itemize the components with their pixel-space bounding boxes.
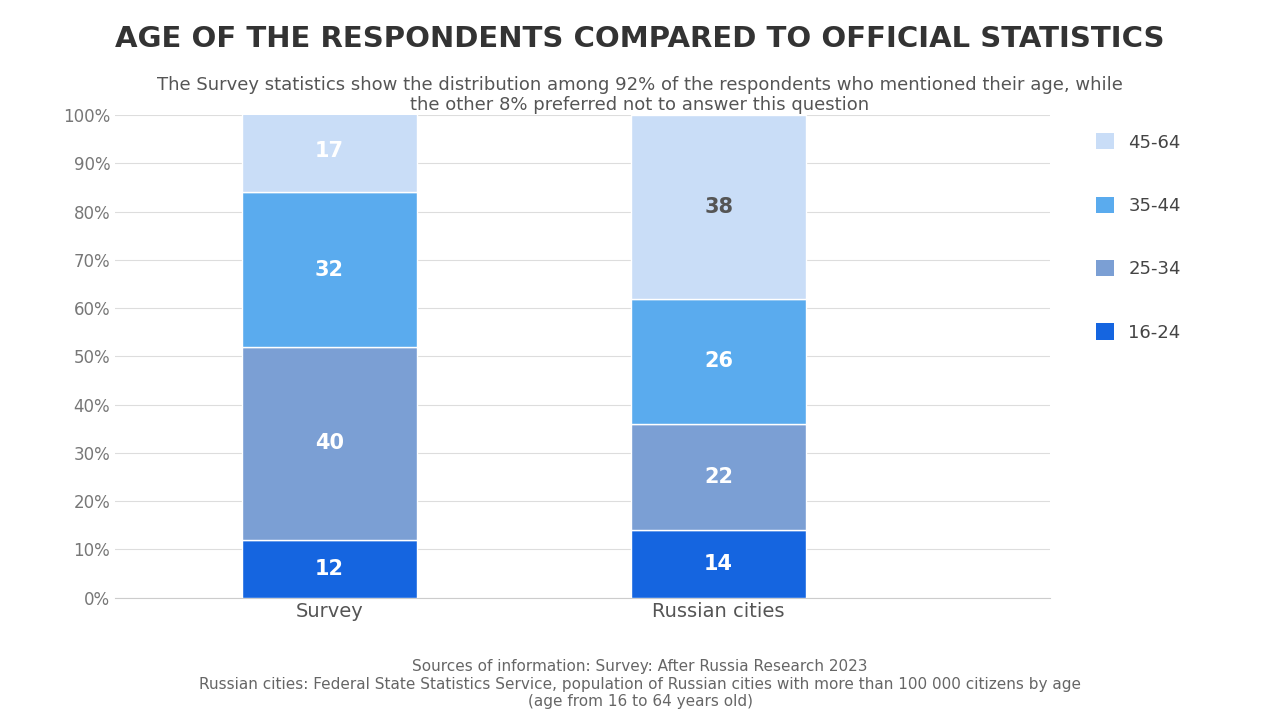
Text: 26: 26 <box>704 351 733 372</box>
Text: 40: 40 <box>315 433 344 453</box>
Text: 32: 32 <box>315 260 344 279</box>
Text: 12: 12 <box>315 559 344 579</box>
Bar <box>242 540 417 598</box>
Text: 14: 14 <box>704 554 733 574</box>
Bar <box>631 115 806 299</box>
Bar <box>631 424 806 530</box>
Bar <box>631 530 806 598</box>
Bar <box>242 110 417 192</box>
Text: Sources of information: Survey: After Russia Research 2023
Russian cities: Feder: Sources of information: Survey: After Ru… <box>198 660 1082 709</box>
Bar <box>242 347 417 540</box>
Text: The Survey statistics show the distribution among 92% of the respondents who men: The Survey statistics show the distribut… <box>157 76 1123 114</box>
Text: AGE OF THE RESPONDENTS COMPARED TO OFFICIAL STATISTICS: AGE OF THE RESPONDENTS COMPARED TO OFFIC… <box>115 25 1165 53</box>
Text: 38: 38 <box>704 197 733 217</box>
Legend: 45-64, 35-44, 25-34, 16-24: 45-64, 35-44, 25-34, 16-24 <box>1087 125 1189 351</box>
Bar <box>631 299 806 424</box>
Text: 22: 22 <box>704 467 733 487</box>
Bar <box>242 192 417 347</box>
Text: 17: 17 <box>315 141 344 161</box>
